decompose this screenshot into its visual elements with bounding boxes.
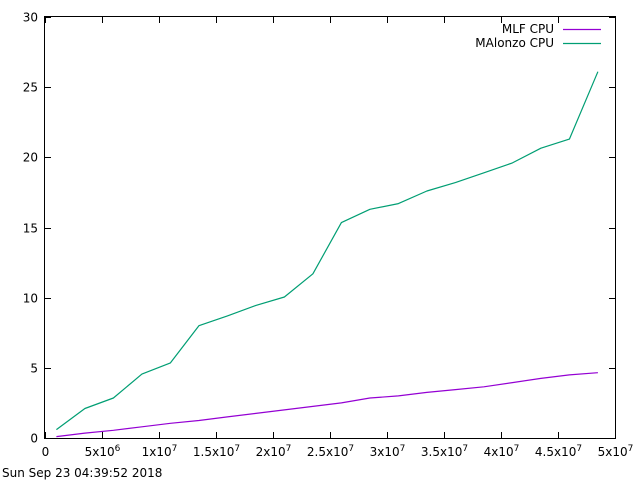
x-tick-base: 2x10 <box>256 445 286 459</box>
plot-border <box>44 16 616 439</box>
y-tick-label: 25 <box>23 81 38 95</box>
x-tick-label: 4.5x107 <box>535 444 582 459</box>
x-tick-label: 1x107 <box>142 444 178 459</box>
x-tick-base: 4.5x10 <box>535 445 576 459</box>
x-tick-exponent: 7 <box>462 444 468 454</box>
series-line-mlf-cpu <box>56 372 598 438</box>
y-tick-label: 10 <box>23 292 38 306</box>
x-tick-base: 3x10 <box>370 445 400 459</box>
x-tick-label: 1.5x107 <box>193 444 240 459</box>
x-tick-exponent: 7 <box>400 444 406 454</box>
x-tick-label: 5x106 <box>85 444 121 459</box>
x-tick-base: 5x10 <box>598 445 628 459</box>
x-tick-base: 3.5x10 <box>421 445 462 459</box>
timestamp: Sun Sep 23 04:39:52 2018 <box>2 466 162 480</box>
x-tick-label: 2.5x107 <box>307 444 354 459</box>
x-tick-exponent: 7 <box>628 444 634 454</box>
y-axis: 0 5 10 15 20 25 30 <box>23 11 615 446</box>
x-tick-exponent: 6 <box>115 444 121 454</box>
x-tick-base: 4x10 <box>484 445 514 459</box>
x-tick-label: 5x107 <box>598 444 634 459</box>
series-line-malonzo-cpu <box>56 71 599 431</box>
x-tick-exponent: 7 <box>172 444 178 454</box>
x-tick-label: 2x107 <box>256 444 292 459</box>
x-tick-base: 1x10 <box>142 445 172 459</box>
y-tick-label: 20 <box>23 151 38 165</box>
y-tick-label: 5 <box>30 362 38 376</box>
x-tick-label: 0 <box>42 445 50 459</box>
x-axis: 0 5x106 1x107 1.5x107 2x107 2.5x107 3x107 3.5x1… <box>42 17 634 459</box>
x-tick-exponent: 7 <box>234 444 240 454</box>
x-tick-base: 1.5x10 <box>193 445 234 459</box>
y-tick-label: 30 <box>23 11 38 25</box>
x-tick-exponent: 7 <box>286 444 292 454</box>
y-tick-label: 15 <box>23 222 38 236</box>
legend-label: MLF CPU <box>502 22 554 36</box>
x-tick-base: 2.5x10 <box>307 445 348 459</box>
legend-label: MAlonzo CPU <box>475 36 554 50</box>
x-tick-base: 5x10 <box>85 445 115 459</box>
x-tick-exponent: 7 <box>514 444 520 454</box>
x-tick-base: 0 <box>42 445 50 459</box>
x-tick-label: 3.5x107 <box>421 444 468 459</box>
series-group <box>56 71 599 438</box>
x-tick-exponent: 7 <box>348 444 354 454</box>
x-tick-exponent: 7 <box>576 444 582 454</box>
x-tick-label: 3x107 <box>370 444 406 459</box>
x-tick-label: 4x107 <box>484 444 520 459</box>
y-tick-label: 0 <box>30 432 38 446</box>
